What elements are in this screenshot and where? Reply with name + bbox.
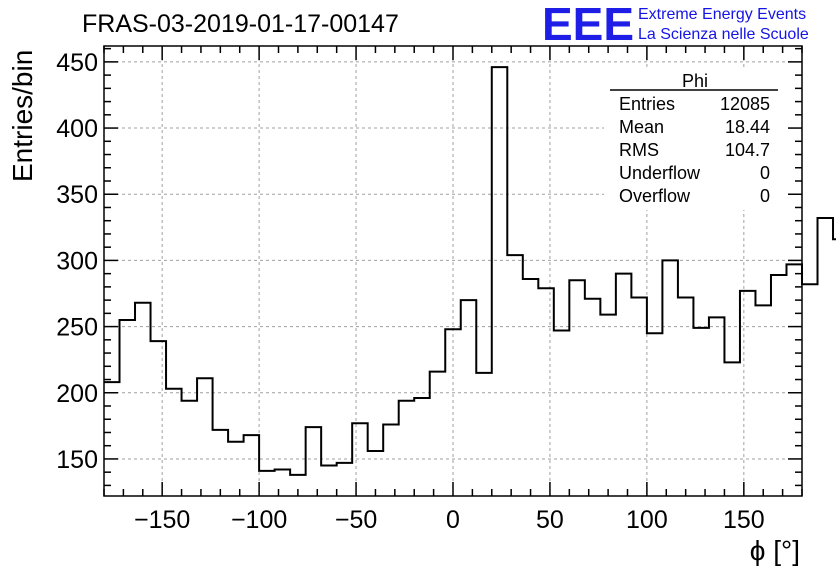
x-axis-ticks: −150 −100 −50 0 50 100 150 (103, 46, 803, 534)
y-tick-label: 200 (56, 380, 98, 408)
stats-row-value: 104.7 (725, 140, 770, 160)
stats-row-label: Entries (619, 94, 675, 114)
y-axis-ticks: 150 200 250 300 350 400 450 (56, 47, 802, 487)
x-tick-label: −150 (134, 506, 190, 534)
y-tick-label: 400 (56, 115, 98, 143)
stats-box-background (604, 68, 786, 210)
logo-line-1: Extreme Energy Events (638, 6, 806, 23)
x-tick-label: 150 (723, 506, 765, 534)
logo-line-2: La Scienza nelle Scuole (638, 26, 809, 43)
chart-title: FRAS-03-2019-01-17-00147 (82, 10, 399, 38)
x-tick-label: −50 (335, 506, 377, 534)
stats-row-label: Mean (619, 117, 664, 137)
stats-rows: Entries 12085 Mean 18.44 RMS 104.7 Underflow 0 O… (619, 94, 770, 206)
y-tick-label: 300 (56, 247, 98, 275)
stats-row-value: 12085 (720, 94, 770, 114)
stats-row-value: 0 (760, 163, 770, 183)
stats-row-value: 0 (760, 186, 770, 206)
y-tick-label: 450 (56, 49, 98, 77)
stats-box: Phi Entries 12085 Mean 18.44 RMS 104.7 Underfl… (604, 68, 786, 210)
y-axis-label: Entries/bin (7, 50, 38, 182)
x-tick-label: 0 (446, 506, 460, 534)
stats-row-value: 18.44 (725, 117, 770, 137)
stats-row-label: Overflow (619, 186, 691, 206)
stats-row-label: Underflow (619, 163, 701, 183)
histogram-line (104, 66, 836, 476)
stats-title: Phi (682, 71, 708, 91)
x-tick-label: 100 (626, 506, 668, 534)
x-tick-label: −100 (231, 506, 287, 534)
eee-logo: EEE Extreme Energy Events La Scienza nel… (542, 0, 809, 50)
y-tick-label: 250 (56, 314, 98, 342)
logo-letters: EEE (542, 0, 634, 50)
y-tick-label: 150 (56, 446, 98, 474)
x-axis-label: ϕ [°] (750, 535, 800, 566)
y-tick-label: 350 (56, 181, 98, 209)
stats-row-label: RMS (619, 140, 659, 160)
x-tick-label: 50 (536, 506, 564, 534)
